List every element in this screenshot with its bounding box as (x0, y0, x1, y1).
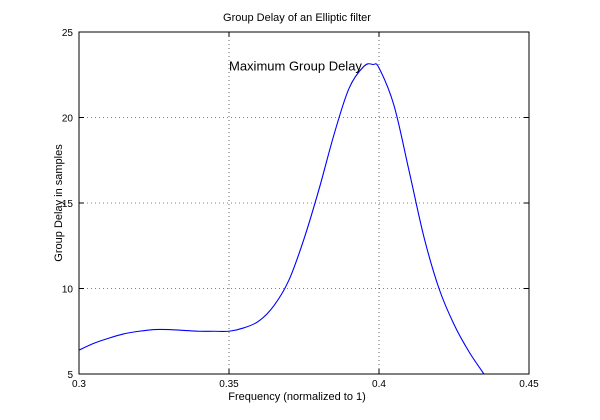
y-tick-label: 10 (62, 285, 74, 296)
x-tick-label: 0.35 (219, 379, 239, 390)
series-line (78, 63, 485, 375)
grid-lines (79, 32, 529, 374)
annotation-maximum-group-delay: Maximum Group Delay (229, 58, 362, 73)
y-tick-label: 15 (62, 199, 74, 210)
y-tick-label: 20 (62, 114, 74, 125)
x-tick-label: 0.45 (519, 379, 539, 390)
x-tick-label: 0.3 (72, 379, 86, 390)
chart-title: Group Delay of an Elliptic filter (223, 12, 371, 24)
y-axis-label: Group Delay in samples (53, 144, 65, 262)
plot-frame (78, 31, 530, 375)
series-group (78, 63, 485, 375)
x-tick-label: 0.4 (372, 379, 386, 390)
y-tick-label: 25 (62, 28, 74, 39)
y-tick-label: 5 (67, 370, 73, 381)
x-axis-label: Frequency (normalized to 1) (228, 391, 366, 403)
tick-labels: 0.3 0.35 0.4 0.45 5 10 15 20 25 (62, 28, 539, 390)
